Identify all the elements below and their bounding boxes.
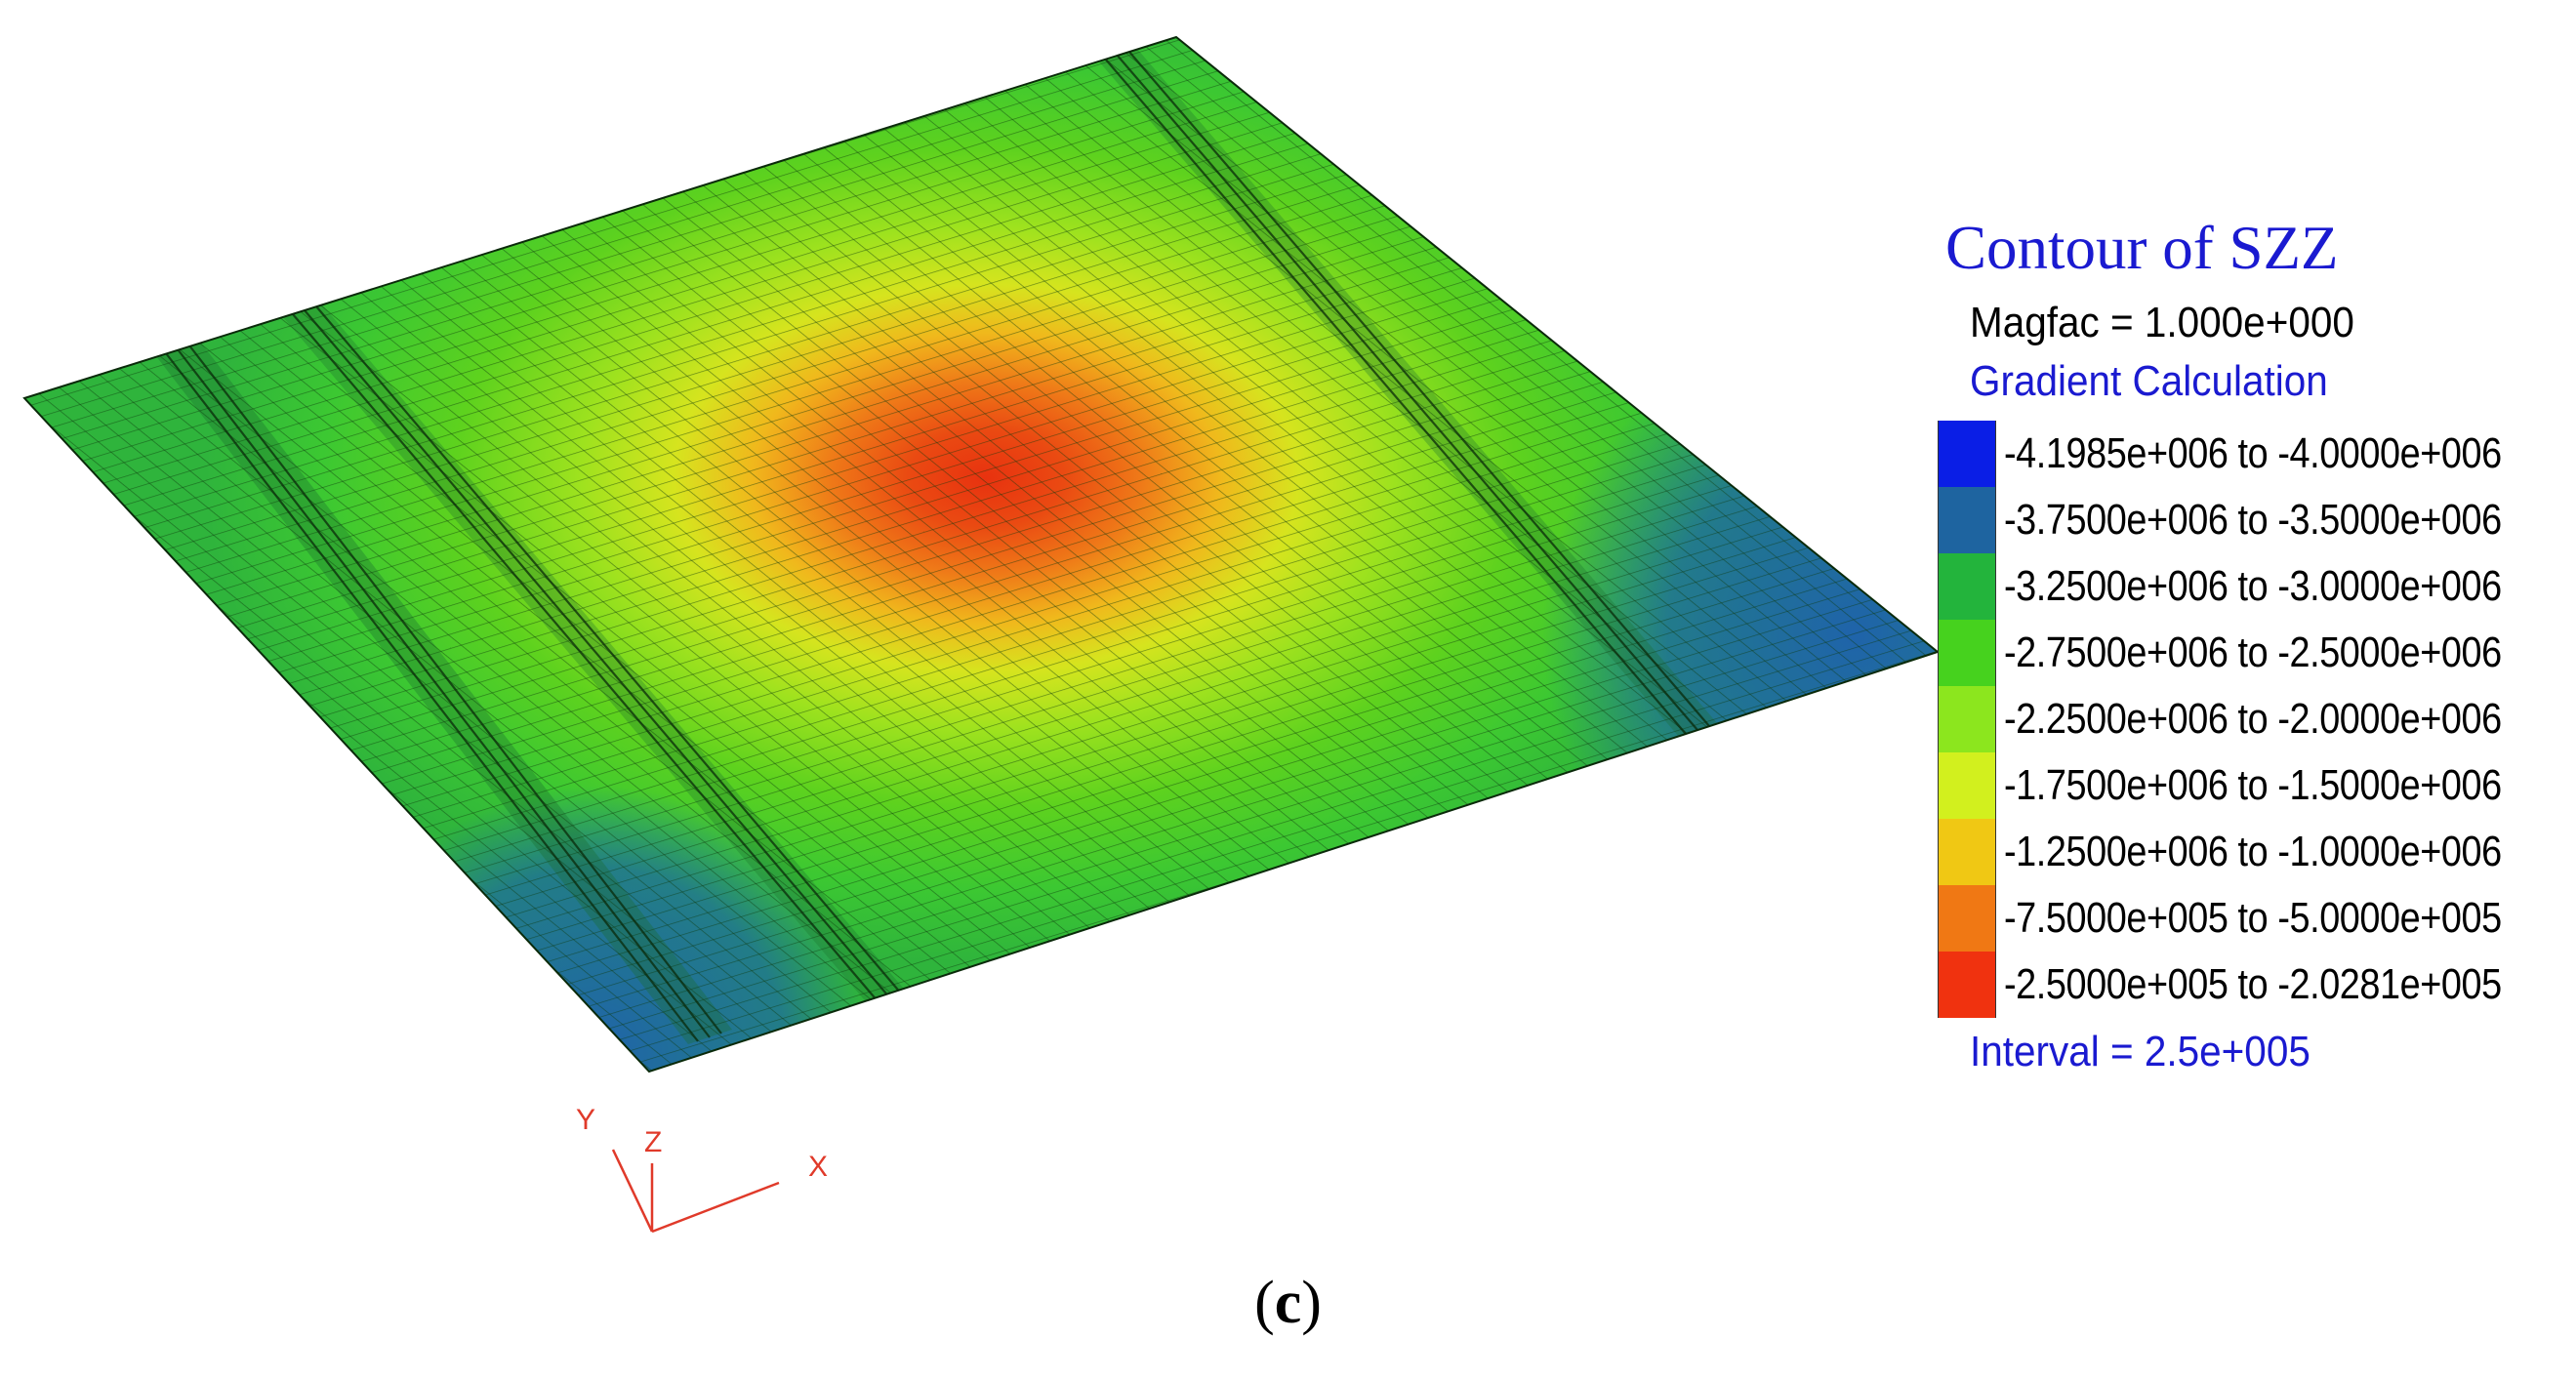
legend-row: -7.5000e+005 to -5.0000e+005 <box>1938 885 2562 952</box>
legend-range-label: -4.1985e+006 to -4.0000e+006 <box>2004 429 2502 477</box>
legend-range-label: -2.5000e+005 to -2.0281e+005 <box>2004 960 2502 1008</box>
legend-swatch <box>1938 819 1996 885</box>
legend: Contour of SZZ Magfac = 1.000e+000 Gradi… <box>1938 210 2562 1076</box>
legend-interval: Interval = 2.5e+005 <box>1970 1028 2310 1075</box>
caption-letter: c <box>1274 1270 1302 1336</box>
legend-swatch <box>1938 620 1996 686</box>
stiffener-line <box>315 305 903 995</box>
stiffener-line <box>1116 54 1698 731</box>
legend-rows: -4.1985e+006 to -4.0000e+006 -3.7500e+00… <box>1938 421 2562 1018</box>
legend-swatch <box>1938 885 1996 952</box>
legend-magfac: Magfac = 1.000e+000 <box>1970 299 2354 346</box>
legend-swatch <box>1938 952 1996 1018</box>
legend-row: -1.2500e+006 to -1.0000e+006 <box>1938 819 2562 885</box>
legend-title: Contour of SZZ <box>1945 214 2339 282</box>
legend-range-label: -1.2500e+006 to -1.0000e+006 <box>2004 828 2502 875</box>
caption-open: ( <box>1254 1270 1275 1336</box>
stiffener-line <box>177 348 711 1038</box>
legend-row: -2.2500e+006 to -2.0000e+006 <box>1938 686 2562 752</box>
legend-swatch <box>1938 421 1996 487</box>
legend-range-label: -2.7500e+006 to -2.5000e+006 <box>2004 628 2502 676</box>
legend-row: -4.1985e+006 to -4.0000e+006 <box>1938 421 2562 487</box>
legend-swatch <box>1938 686 1996 752</box>
axis-y-line <box>611 1149 654 1233</box>
legend-range-label: -7.5000e+005 to -5.0000e+005 <box>2004 894 2502 942</box>
stiffener-line <box>1127 50 1710 727</box>
axis-x-label: X <box>808 1151 828 1183</box>
legend-row: -2.7500e+006 to -2.5000e+006 <box>1938 620 2562 686</box>
stiffener-line <box>292 313 879 1003</box>
stiffener-line <box>188 344 722 1034</box>
legend-row: -1.7500e+006 to -1.5000e+006 <box>1938 752 2562 819</box>
legend-row: -3.7500e+006 to -3.5000e+006 <box>1938 487 2562 553</box>
legend-swatch <box>1938 487 1996 553</box>
axis-z-label: Z <box>644 1126 662 1158</box>
legend-swatch <box>1938 553 1996 620</box>
figure-caption: (c) <box>0 1269 2576 1338</box>
legend-range-label: -1.7500e+006 to -1.5000e+006 <box>2004 761 2502 809</box>
caption-close: ) <box>1301 1270 1322 1336</box>
legend-range-label: -2.2500e+006 to -2.0000e+006 <box>2004 695 2502 743</box>
axis-y-label: Y <box>576 1104 595 1136</box>
stiffener-line <box>1104 58 1687 735</box>
legend-range-label: -3.2500e+006 to -3.0000e+006 <box>2004 562 2502 610</box>
legend-row: -3.2500e+006 to -3.0000e+006 <box>1938 553 2562 620</box>
legend-swatch <box>1938 752 1996 819</box>
axis-x-line <box>651 1181 780 1234</box>
axis-triad <box>611 1149 780 1234</box>
legend-method: Gradient Calculation <box>1970 357 2328 405</box>
legend-row: -2.5000e+005 to -2.0281e+005 <box>1938 952 2562 1018</box>
stiffener-line <box>165 352 699 1042</box>
stiffener-line <box>304 309 891 999</box>
legend-range-label: -3.7500e+006 to -3.5000e+006 <box>2004 496 2502 544</box>
